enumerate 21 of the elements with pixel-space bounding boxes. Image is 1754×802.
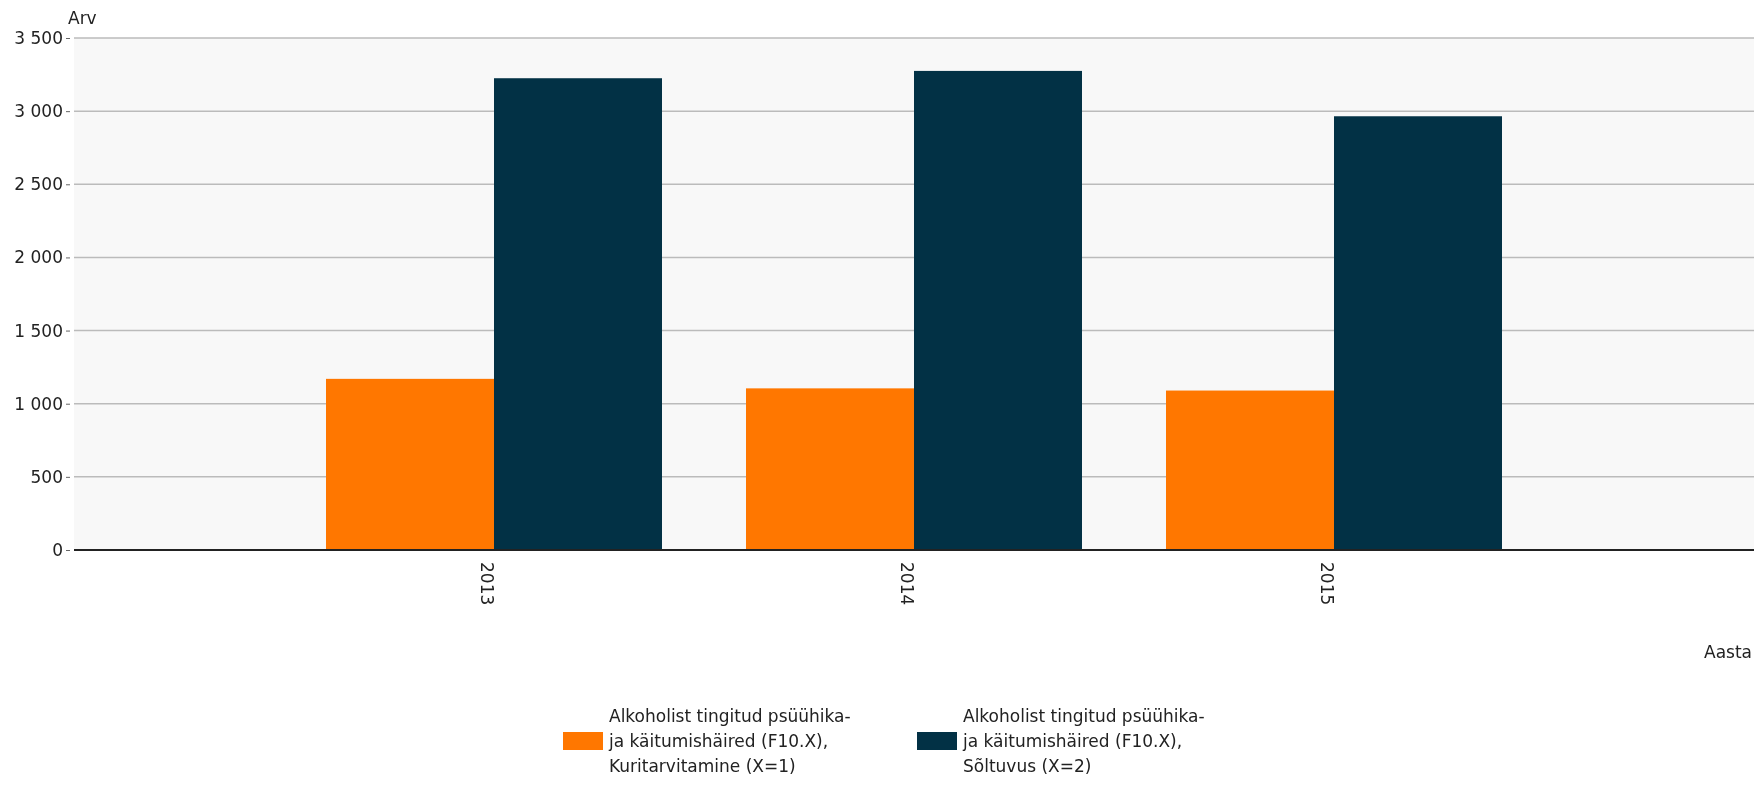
y-tick-label: 1 500 [14, 320, 63, 341]
bar [326, 378, 494, 550]
x-tick-label: 2014 [897, 562, 917, 606]
bar [746, 388, 914, 550]
y-tick-label: 1 000 [14, 393, 63, 414]
y-tick-label: 2 000 [14, 247, 63, 268]
y-tick-label: 0 [52, 539, 63, 560]
y-tick-label: 2 500 [14, 174, 63, 195]
legend-label: Alkoholist tingitud psüühika- ja käitumishäired (F10.X), Sõltuvus (X=2) [962, 706, 1205, 776]
bar [494, 78, 662, 550]
y-tick-label: 3 000 [14, 101, 63, 122]
bar [914, 70, 1082, 550]
bar [1334, 116, 1502, 550]
x-axis-title: Aasta [1704, 642, 1752, 662]
x-tick-label: 2013 [477, 562, 497, 606]
legend-label: Alkoholist tingitud psüühika- ja käitumishäired (F10.X), Kuritarvitamine (X=1) [608, 706, 851, 776]
y-tick-label: 3 500 [14, 27, 63, 48]
y-axis-title: Arv [68, 8, 97, 28]
y-tick-label: 500 [30, 466, 63, 487]
x-tick-label: 2015 [1317, 562, 1337, 606]
bar [1166, 390, 1334, 550]
